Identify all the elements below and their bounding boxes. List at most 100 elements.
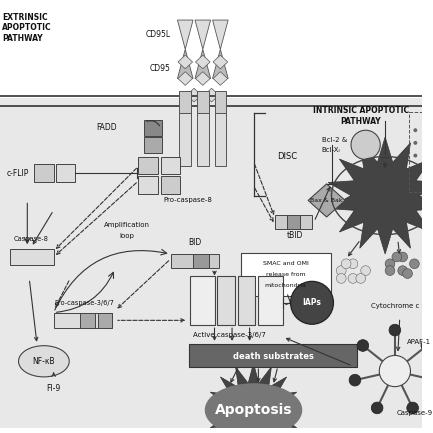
Bar: [197, 113, 209, 166]
Polygon shape: [178, 49, 193, 78]
Bar: [193, 254, 209, 268]
Text: Active caspase-3/6/7: Active caspase-3/6/7: [193, 332, 265, 338]
Bar: [0, 5, 422, 98]
Bar: [197, 91, 209, 113]
Circle shape: [414, 128, 417, 132]
Bar: [161, 157, 181, 174]
Text: Caspase-9: Caspase-9: [396, 410, 433, 416]
Circle shape: [349, 374, 361, 386]
Bar: [34, 165, 54, 182]
Polygon shape: [213, 49, 228, 78]
Polygon shape: [195, 49, 210, 78]
Circle shape: [348, 259, 358, 268]
Bar: [10, 249, 54, 265]
Text: Pro-caspase-8: Pro-caspase-8: [164, 197, 213, 204]
Circle shape: [414, 154, 417, 158]
Circle shape: [398, 266, 407, 275]
Polygon shape: [204, 88, 219, 102]
Polygon shape: [178, 20, 193, 49]
Bar: [144, 120, 162, 136]
Circle shape: [389, 324, 401, 336]
Text: APAF-1: APAF-1: [407, 339, 431, 345]
Text: NF-κB: NF-κB: [32, 357, 55, 366]
Text: EXTRINSIC: EXTRINSIC: [2, 13, 48, 22]
Text: PATHWAY: PATHWAY: [2, 34, 42, 43]
Text: tBID: tBID: [287, 231, 304, 240]
Text: c-FLIP: c-FLIP: [7, 168, 29, 178]
Polygon shape: [213, 72, 228, 85]
Bar: [97, 313, 112, 328]
Bar: [179, 113, 191, 166]
Text: PATHWAY: PATHWAY: [340, 117, 381, 126]
Bar: [139, 157, 158, 174]
Circle shape: [361, 266, 371, 275]
Circle shape: [385, 259, 395, 268]
Text: Pro-caspase-3/6/7: Pro-caspase-3/6/7: [54, 300, 114, 306]
Bar: [144, 137, 162, 153]
Text: APOPTOTIC: APOPTOTIC: [2, 23, 52, 32]
Circle shape: [414, 141, 417, 145]
Bar: [275, 215, 312, 229]
Bar: [179, 91, 191, 113]
Text: FADD: FADD: [97, 123, 117, 132]
Circle shape: [407, 402, 419, 414]
Text: Caspase-8: Caspase-8: [14, 236, 48, 242]
Circle shape: [379, 355, 410, 387]
Bar: [80, 313, 94, 328]
Text: FI-9: FI-9: [46, 384, 61, 393]
Circle shape: [348, 274, 358, 283]
Circle shape: [371, 402, 383, 414]
Circle shape: [429, 374, 433, 386]
Polygon shape: [195, 20, 210, 49]
Circle shape: [356, 274, 365, 283]
Polygon shape: [178, 55, 193, 69]
Bar: [238, 276, 255, 325]
Bar: [259, 276, 283, 325]
Text: Bcl-Xₗ: Bcl-Xₗ: [322, 147, 340, 153]
FancyBboxPatch shape: [241, 253, 330, 296]
Circle shape: [351, 130, 380, 159]
Text: Cytochrome c: Cytochrome c: [371, 303, 419, 309]
Text: loop: loop: [120, 233, 134, 239]
Circle shape: [336, 266, 346, 275]
FancyBboxPatch shape: [189, 344, 357, 367]
Ellipse shape: [19, 346, 69, 377]
Bar: [217, 276, 235, 325]
Polygon shape: [178, 72, 193, 85]
Text: SMAC and OMI: SMAC and OMI: [263, 261, 309, 266]
Circle shape: [410, 259, 419, 268]
Polygon shape: [308, 184, 345, 217]
Text: DISC: DISC: [278, 152, 298, 161]
Polygon shape: [195, 72, 210, 85]
Text: Bax & Bak: Bax & Bak: [310, 198, 343, 203]
Ellipse shape: [205, 383, 302, 433]
Bar: [171, 254, 220, 268]
Text: INTRINSIC APOPTOTIC: INTRINSIC APOPTOTIC: [313, 106, 409, 115]
Polygon shape: [187, 88, 201, 102]
Bar: [214, 91, 226, 113]
Polygon shape: [213, 20, 228, 49]
Circle shape: [291, 281, 333, 324]
Circle shape: [392, 252, 402, 262]
Bar: [190, 276, 214, 325]
Text: CD95: CD95: [150, 64, 171, 73]
Bar: [139, 176, 158, 194]
Text: mitochondria: mitochondria: [265, 283, 307, 288]
Circle shape: [398, 252, 407, 262]
Text: death substrates: death substrates: [233, 352, 313, 361]
Circle shape: [336, 274, 346, 283]
Circle shape: [341, 259, 351, 268]
Text: Apoptosis: Apoptosis: [215, 403, 292, 417]
Circle shape: [385, 266, 395, 275]
Polygon shape: [213, 55, 228, 69]
Circle shape: [421, 339, 433, 351]
Bar: [55, 165, 75, 182]
Polygon shape: [195, 55, 210, 69]
Polygon shape: [207, 363, 301, 433]
Bar: [161, 176, 181, 194]
Text: CD95L: CD95L: [145, 30, 171, 39]
Polygon shape: [328, 137, 433, 254]
Text: release from: release from: [266, 272, 306, 277]
Circle shape: [357, 339, 369, 351]
Bar: [287, 215, 301, 229]
